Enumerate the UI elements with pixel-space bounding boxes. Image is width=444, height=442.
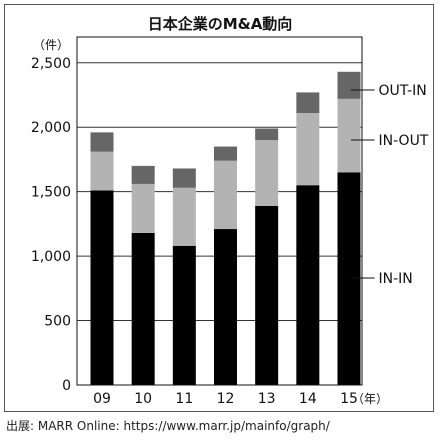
- bar-out-in-09: [90, 132, 114, 152]
- legend-label-in-in: IN-IN: [379, 271, 413, 287]
- y-unit-label: （件）: [33, 38, 69, 52]
- bar-in-in-15: [337, 172, 361, 385]
- source-note: 出展: MARR Online: https://www.marr.jp/mai…: [6, 419, 330, 433]
- bar-in-out-12: [214, 160, 237, 230]
- y-tick-labels: 0 500 1,000 1,500 2,000 2,500: [31, 56, 71, 394]
- bar-in-in-14: [296, 185, 320, 385]
- legend-label-out-in: OUT-IN: [379, 83, 427, 99]
- bar-in-out-10: [131, 183, 155, 233]
- legend-layer: IN-IN IN-OUT OUT-IN: [351, 83, 429, 287]
- bar-in-in-09: [90, 190, 114, 385]
- x-tick-label: 13: [258, 391, 276, 407]
- bar-out-in-13: [255, 128, 279, 141]
- figure-frame: 日本企業のM&A動向 （件） 0 500 1,000 1,500 2,000 2,500 …: [4, 4, 434, 412]
- y-tick-label: 500: [44, 314, 71, 330]
- bar-in-out-09: [90, 151, 114, 191]
- bar-out-in-11: [172, 168, 196, 188]
- y-tick-label: 2,000: [31, 120, 71, 136]
- bar-out-in-12: [214, 146, 237, 161]
- x-unit-label: （年）: [352, 392, 388, 406]
- bar-in-in-10: [131, 232, 155, 385]
- bar-in-in-13: [255, 205, 279, 385]
- x-tick-label: 14: [299, 391, 317, 407]
- bar-in-in-11: [172, 245, 196, 385]
- legend-label-in-out: IN-OUT: [379, 133, 429, 149]
- x-tick-label: 10: [134, 391, 152, 407]
- x-tick-label: 11: [175, 391, 193, 407]
- bar-in-out-13: [255, 140, 279, 206]
- bar-in-out-14: [296, 113, 320, 186]
- bar-in-out-11: [172, 187, 196, 246]
- bar-out-in-14: [296, 92, 320, 114]
- bar-in-in-12: [214, 229, 237, 385]
- y-tick-label: 1,000: [31, 249, 71, 265]
- x-tick-label: 09: [93, 391, 111, 407]
- bar-in-out-15: [337, 98, 361, 173]
- chart-title: 日本企業のM&A動向: [147, 15, 293, 33]
- plot-area: [76, 36, 363, 386]
- y-tick-label: 1,500: [31, 185, 71, 201]
- x-tick-labels: 09 10 11 12 13 14 15: [93, 391, 358, 407]
- bar-out-in-10: [131, 165, 155, 184]
- bars-layer: [90, 71, 361, 385]
- y-tick-label: 2,500: [31, 56, 71, 72]
- x-tick-label: 15: [340, 391, 358, 407]
- bar-out-in-15: [337, 71, 361, 99]
- chart-svg: （件） 0 500 1,000 1,500 2,000 2,500 09 10 11 12 13 1…: [31, 36, 429, 407]
- y-tick-label: 0: [62, 378, 71, 394]
- x-tick-label: 12: [217, 391, 235, 407]
